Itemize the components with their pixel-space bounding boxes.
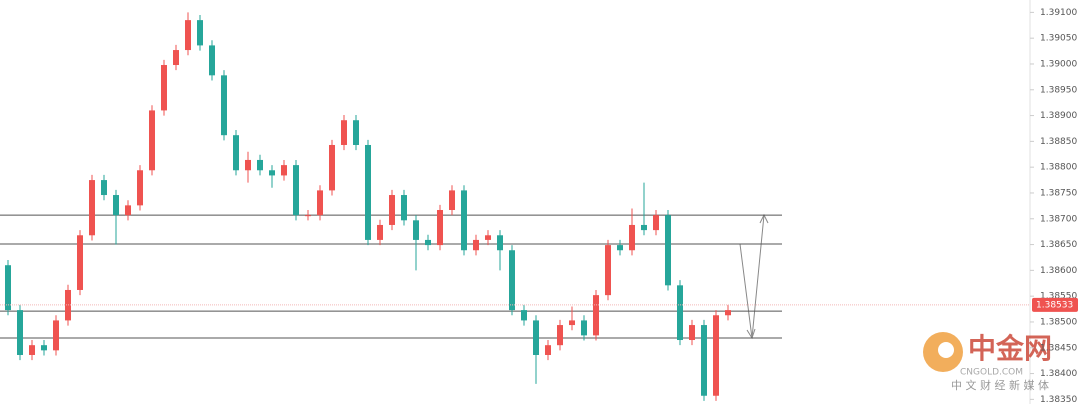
candle-body (17, 310, 23, 355)
candle-body (569, 320, 575, 326)
y-tick-label: 1.39050 (1040, 34, 1077, 44)
candle-body (305, 215, 311, 217)
y-tick-label: 1.38800 (1040, 163, 1077, 173)
candle-body (41, 345, 47, 351)
candle-body (353, 120, 359, 145)
candle-body (473, 239, 479, 251)
candle-body (293, 165, 299, 216)
candle-body (341, 120, 347, 145)
candle-body (665, 215, 671, 286)
candle-body (5, 265, 11, 311)
candle-body (209, 45, 215, 76)
y-tick-label: 1.38950 (1040, 85, 1077, 95)
candle-body (173, 50, 179, 66)
candle-body (605, 245, 611, 296)
candle-body (701, 325, 707, 396)
candle-body (161, 65, 167, 111)
candle-body (269, 170, 275, 176)
candle-body (377, 224, 383, 240)
last-price-tag (1032, 297, 1078, 312)
y-tick-label: 1.38650 (1040, 240, 1077, 250)
projection-path (739, 214, 765, 339)
candle-body (149, 110, 155, 171)
y-tick-label: 1.38400 (1040, 369, 1077, 379)
candle-body (581, 320, 587, 336)
candle-body (689, 325, 695, 341)
watermark-site: CNGOLD.COM (960, 368, 1023, 378)
candle-body (461, 190, 467, 251)
y-tick-label: 1.38700 (1040, 214, 1077, 224)
candle-body (425, 239, 431, 246)
candle-body (29, 345, 35, 355)
candle-body (713, 315, 719, 396)
y-tick-label: 1.38600 (1040, 266, 1077, 276)
y-tick-label: 1.38500 (1040, 317, 1077, 327)
candle-body (281, 165, 287, 176)
candle-body (413, 220, 419, 240)
candle-body (437, 209, 443, 246)
candle-body (113, 195, 119, 216)
candle-body (221, 75, 227, 136)
candle-body (317, 190, 323, 216)
candle-body (617, 245, 623, 251)
candle-body (245, 159, 251, 171)
candle-body (185, 20, 191, 51)
watermark: 中金网 CNGOLD.COM 中 文 财 经 新 媒 体 (923, 332, 1052, 392)
y-tick-label: 1.38850 (1040, 137, 1077, 147)
candle-body (629, 224, 635, 251)
y-tick-label: 1.38750 (1040, 188, 1077, 198)
candle-body (725, 310, 731, 316)
candle-body (449, 190, 455, 210)
projection-arrows (739, 213, 769, 340)
candle-body (509, 250, 515, 311)
candle-body (101, 180, 107, 196)
candle-body (197, 20, 203, 46)
y-tick-label: 1.39100 (1040, 8, 1077, 18)
candle-body (557, 325, 563, 346)
candle-body (677, 285, 683, 341)
candle-body (89, 180, 95, 236)
last-price-label: 1.38533 (1036, 300, 1073, 310)
candles (5, 12, 731, 401)
candle-body (653, 215, 659, 231)
candle-body (593, 295, 599, 336)
y-tick-label: 1.38450 (1040, 343, 1077, 353)
watermark-slogan: 中 文 财 经 新 媒 体 (951, 378, 1049, 392)
candle-body (329, 144, 335, 191)
candle-body (401, 195, 407, 221)
y-tick-label: 1.39000 (1040, 59, 1077, 69)
candle-body (485, 235, 491, 240)
watermark-name: 中金网 (968, 332, 1052, 365)
candle-body (137, 170, 143, 206)
candle-body (53, 320, 59, 351)
candle-body (389, 195, 395, 225)
y-tick-label: 1.38350 (1040, 395, 1077, 404)
candle-body (257, 159, 263, 171)
candle-body (365, 144, 371, 240)
candle-body (521, 310, 527, 321)
candle-body (233, 135, 239, 171)
y-tick-label: 1.38550 (1040, 292, 1077, 302)
candle-body (77, 235, 83, 290)
candle-body (497, 235, 503, 251)
y-tick-label: 1.38900 (1040, 111, 1077, 121)
candle-body (125, 205, 131, 216)
candle-body (545, 345, 551, 355)
candle-body (641, 224, 647, 231)
candle-body (533, 320, 539, 355)
watermark-logo-inner (938, 342, 954, 358)
